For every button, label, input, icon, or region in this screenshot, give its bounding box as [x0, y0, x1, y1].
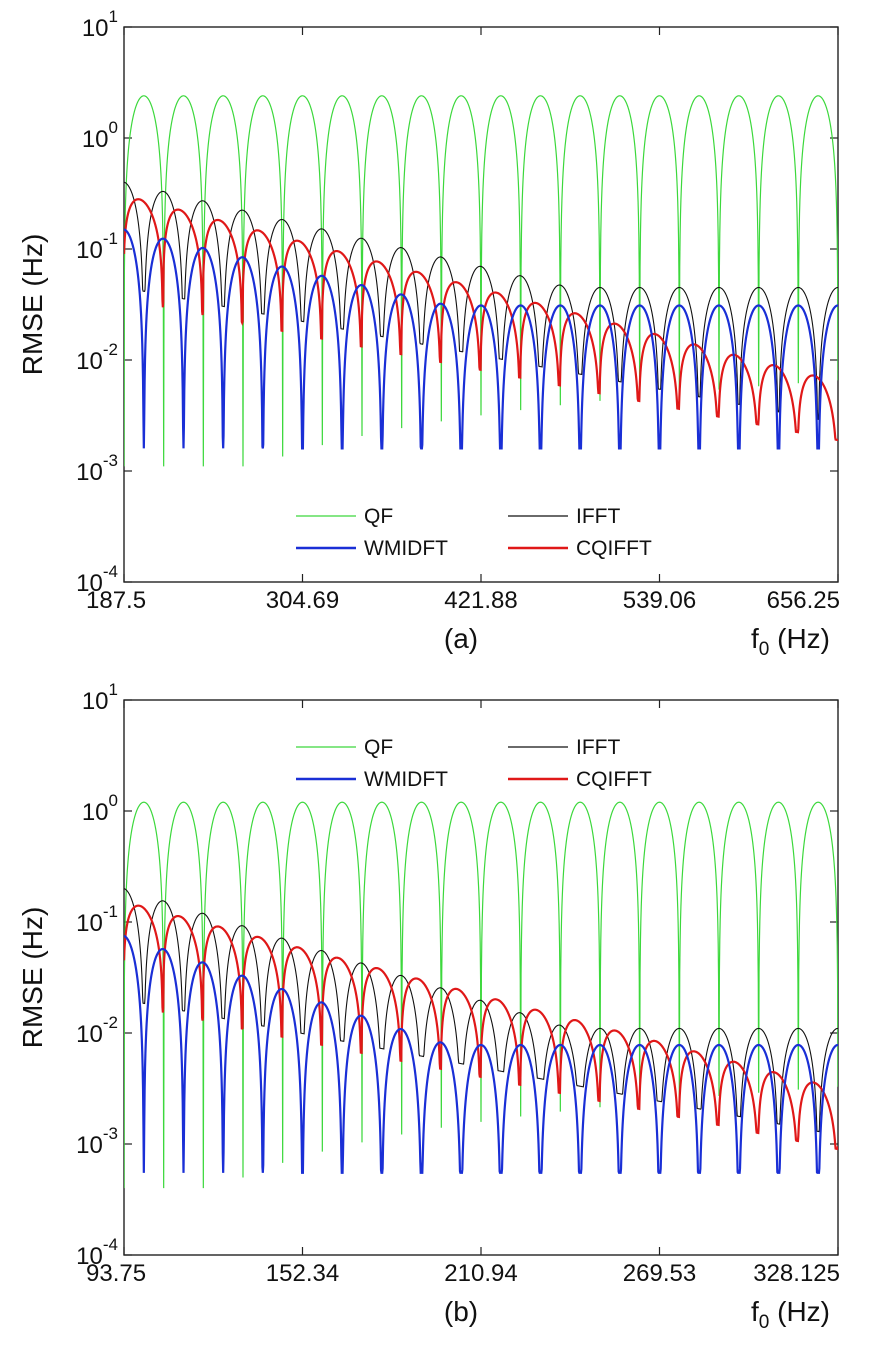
- y-tick-label: 10-4: [76, 1235, 118, 1270]
- y-tick-label: 10-3: [76, 1124, 118, 1159]
- y-axis-label: RMSE (Hz): [17, 907, 48, 1049]
- x-tick-label: 421.88: [444, 587, 517, 614]
- y-tick-label: 10-2: [76, 1013, 118, 1048]
- y-tick-label: 10-2: [76, 340, 118, 375]
- y-tick-label: 101: [82, 7, 118, 42]
- series-line-cqifft: [124, 904, 838, 1151]
- legend-entry: IFFT: [576, 736, 620, 759]
- x-tick-label: 210.94: [444, 1260, 517, 1287]
- legend: QF IFFT WMIDFT CQIFFT: [296, 736, 652, 791]
- x-tick-label: 187.5: [86, 587, 146, 614]
- y-tick-label: 10-4: [76, 562, 118, 597]
- x-tick-label: 152.34: [266, 1260, 339, 1287]
- series-line-ifft: [124, 888, 838, 1133]
- legend-entry: QF: [364, 736, 393, 759]
- x-axis-label: f0 (Hz): [751, 1296, 830, 1333]
- y-tick-label: 10-1: [76, 229, 118, 264]
- legend-entry: WMIDFT: [364, 768, 448, 791]
- y-axis-label: RMSE (Hz): [17, 234, 48, 376]
- y-tick-label: 10-3: [76, 451, 118, 486]
- legend-entry: CQIFFT: [576, 768, 652, 791]
- chart-panel-b: 101 100 10-1 10-2 10-3 10-493.75 152.34 210.94 2…: [17, 680, 840, 1333]
- x-tick-label: 656.25: [767, 587, 840, 614]
- x-tick-label: 539.06: [623, 587, 696, 614]
- legend-entry: CQIFFT: [576, 537, 652, 560]
- y-tick-label: 100: [82, 791, 118, 826]
- legend: QF IFFT WMIDFT CQIFFT: [296, 505, 652, 560]
- series-line-ifft: [124, 181, 838, 421]
- legend-entry: QF: [364, 505, 393, 528]
- x-axis-label: f0 (Hz): [751, 623, 830, 660]
- panel-label: (a): [444, 623, 478, 654]
- y-tick-label: 10-1: [76, 902, 118, 937]
- x-tick-label: 269.53: [623, 1260, 696, 1287]
- y-tick-label: 100: [82, 118, 118, 153]
- series-line-cqifft: [124, 198, 838, 442]
- panel-label: (b): [444, 1296, 478, 1327]
- x-tick-label: 304.69: [266, 587, 339, 614]
- x-tick-label: 93.75: [86, 1260, 146, 1287]
- legend-entry: WMIDFT: [364, 537, 448, 560]
- x-tick-label: 328.125: [753, 1260, 840, 1287]
- legend-entry: IFFT: [576, 505, 620, 528]
- series-line-wmidft: [124, 228, 838, 450]
- y-tick-label: 101: [82, 680, 118, 715]
- series-line-wmidft: [124, 934, 838, 1174]
